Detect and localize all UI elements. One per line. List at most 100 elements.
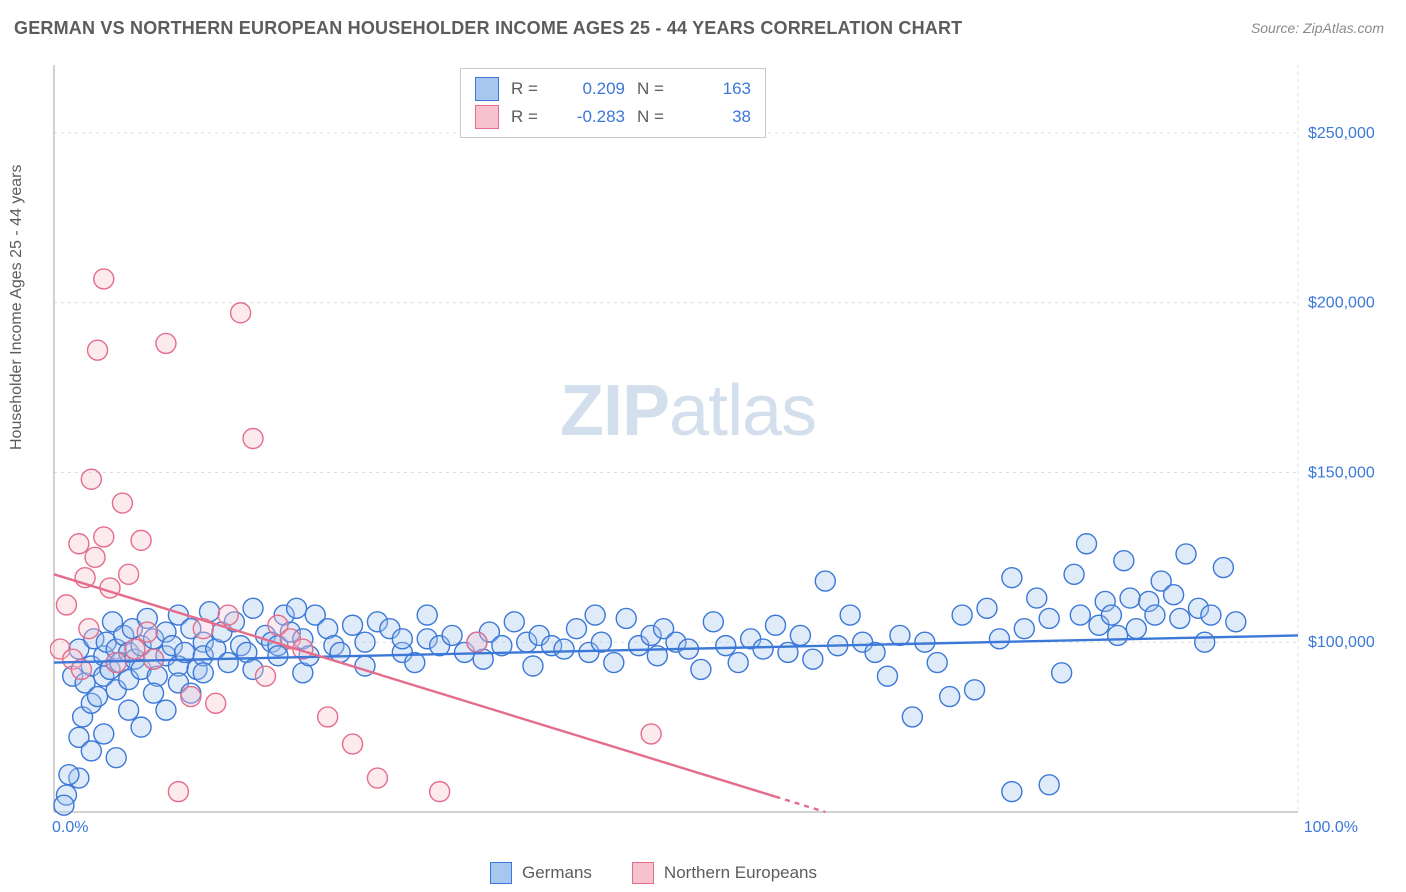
scatter-point-germans [287,598,307,618]
scatter-point-germans [156,700,176,720]
scatter-point-northern_europeans [69,534,89,554]
scatter-point-northern_europeans [79,619,99,639]
scatter-point-germans [1145,605,1165,625]
scatter-point-germans [193,663,213,683]
scatter-point-northern_europeans [467,632,487,652]
scatter-point-germans [119,700,139,720]
chart-title: GERMAN VS NORTHERN EUROPEAN HOUSEHOLDER … [14,18,962,39]
scatter-point-northern_europeans [168,782,188,802]
stats-legend-row: R =-0.283N =38 [475,103,751,131]
scatter-point-northern_europeans [430,782,450,802]
scatter-point-germans [1120,588,1140,608]
scatter-point-germans [815,571,835,591]
scatter-point-germans [1126,619,1146,639]
scatter-point-germans [243,598,263,618]
n-value: 38 [685,107,751,127]
scatter-point-germans [1170,608,1190,628]
scatter-plot: $100,000$150,000$200,000$250,0000.0%100.… [50,65,1390,840]
scatter-point-germans [504,612,524,632]
series-legend: Germans Northern Europeans [490,862,817,884]
scatter-point-germans [1070,605,1090,625]
scatter-point-germans [1213,558,1233,578]
scatter-point-northern_europeans [181,687,201,707]
scatter-point-germans [977,598,997,618]
scatter-point-germans [94,724,114,744]
n-value: 163 [685,79,751,99]
scatter-point-germans [753,639,773,659]
legend-label: Germans [522,863,592,883]
scatter-point-germans [716,636,736,656]
scatter-point-germans [1002,782,1022,802]
scatter-point-germans [268,646,288,666]
n-label: N = [637,79,673,99]
scatter-point-northern_europeans [94,527,114,547]
scatter-point-germans [554,639,574,659]
scatter-point-northern_europeans [231,303,251,323]
scatter-point-northern_europeans [255,666,275,686]
legend-label: Northern Europeans [664,863,817,883]
scatter-point-germans [343,615,363,635]
scatter-point-germans [840,605,860,625]
legend-swatch [632,862,654,884]
scatter-point-germans [355,632,375,652]
scatter-point-germans [54,795,74,815]
scatter-point-germans [144,683,164,703]
scatter-point-northern_europeans [367,768,387,788]
x-tick-label: 100.0% [1304,819,1358,836]
legend-swatch [475,105,499,129]
scatter-point-northern_europeans [243,429,263,449]
scatter-point-germans [915,632,935,652]
scatter-point-germans [803,649,823,669]
scatter-point-germans [81,741,101,761]
scatter-point-northern_europeans [94,269,114,289]
scatter-point-germans [591,632,611,652]
scatter-point-germans [703,612,723,632]
scatter-point-germans [585,605,605,625]
source-label: Source: ZipAtlas.com [1251,20,1384,36]
scatter-point-germans [106,748,126,768]
scatter-point-germans [1108,625,1128,645]
scatter-point-germans [952,605,972,625]
scatter-point-germans [766,615,786,635]
scatter-point-northern_europeans [106,653,126,673]
scatter-point-northern_europeans [81,469,101,489]
scatter-point-northern_europeans [85,547,105,567]
y-tick-label: $100,000 [1308,634,1375,651]
scatter-point-germans [1164,585,1184,605]
scatter-point-germans [790,625,810,645]
scatter-point-germans [616,608,636,628]
scatter-point-germans [728,653,748,673]
scatter-point-germans [1077,534,1097,554]
scatter-point-germans [965,680,985,700]
scatter-point-germans [902,707,922,727]
scatter-point-germans [392,629,412,649]
scatter-point-germans [1002,568,1022,588]
y-axis-label: Householder Income Ages 25 - 44 years [8,165,26,451]
scatter-point-germans [1101,605,1121,625]
scatter-point-germans [1014,619,1034,639]
scatter-point-northern_europeans [131,530,151,550]
scatter-point-northern_europeans [641,724,661,744]
scatter-point-germans [1226,612,1246,632]
scatter-point-northern_europeans [137,622,157,642]
scatter-point-northern_europeans [156,333,176,353]
scatter-point-germans [1039,775,1059,795]
scatter-point-germans [442,625,462,645]
x-tick-label: 0.0% [52,819,88,836]
scatter-point-germans [1195,632,1215,652]
scatter-point-germans [927,653,947,673]
scatter-point-germans [1064,564,1084,584]
scatter-point-germans [940,687,960,707]
scatter-point-germans [218,653,238,673]
y-tick-label: $200,000 [1308,295,1375,312]
legend-swatch [490,862,512,884]
scatter-point-northern_europeans [318,707,338,727]
scatter-point-germans [88,687,108,707]
scatter-point-germans [1176,544,1196,564]
scatter-point-germans [131,717,151,737]
scatter-point-northern_europeans [343,734,363,754]
scatter-point-germans [417,605,437,625]
scatter-point-germans [1114,551,1134,571]
scatter-point-germans [1027,588,1047,608]
scatter-point-germans [1052,663,1072,683]
